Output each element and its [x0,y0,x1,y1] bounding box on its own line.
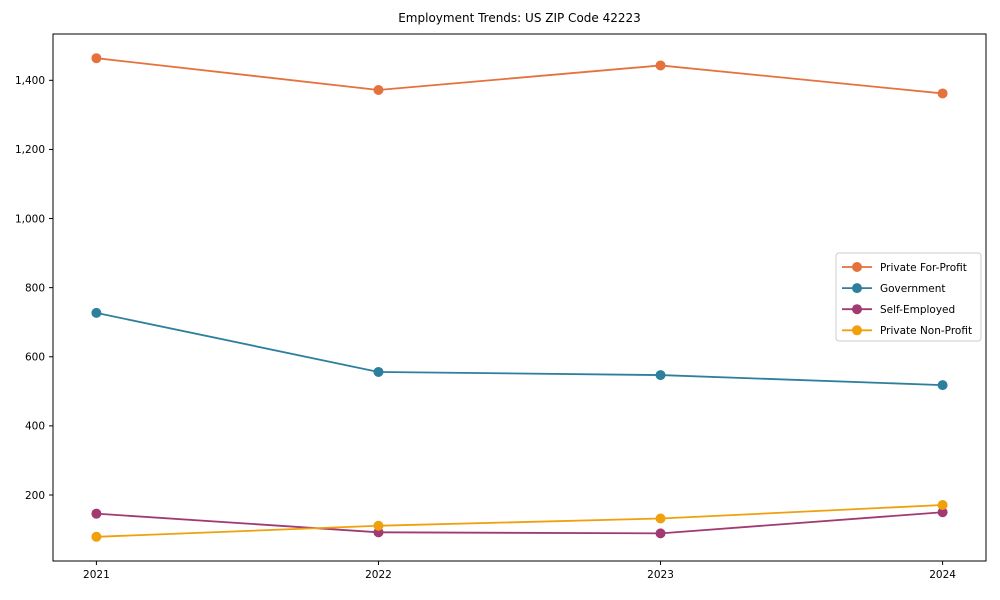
legend-label: Government [880,283,945,295]
series-marker-self-employed [937,507,948,518]
x-tick-label: 2022 [365,569,392,581]
series-line-government [96,311,943,387]
series-marker-government [937,380,948,391]
y-tick-label: 1,000 [15,213,45,225]
legend-marker-private-non-profit [852,325,862,336]
legend-marker-self-employed [852,304,862,315]
series-marker-private-non-profit [937,500,948,511]
series-line-self-employed [96,511,943,535]
x-tick-label: 2021 [83,569,110,581]
legend-label: Private For-Profit [880,262,967,274]
x-tick-label: 2023 [647,569,674,581]
series-marker-government [373,366,384,377]
y-tick-label: 200 [25,490,45,502]
series-marker-private-for-profit [937,88,948,99]
series-marker-government [91,307,102,318]
y-tick-label: 400 [25,421,45,433]
series-marker-government [655,370,666,381]
y-tick-label: 800 [25,282,45,294]
series-line-private-non-profit [96,504,943,538]
legend-label: Private Non-Profit [880,325,972,337]
series-marker-private-for-profit [373,84,384,95]
series-marker-self-employed [91,508,102,519]
series-marker-self-employed [655,528,666,539]
legend-marker-private-for-profit [852,262,862,272]
legend-label: Self-Employed [880,304,955,316]
series-marker-private-non-profit [655,513,666,524]
series-marker-private-for-profit [91,53,102,64]
series-marker-private-non-profit [91,531,102,542]
y-tick-label: 1,200 [15,144,45,156]
plot-border [52,33,987,562]
y-tick-label: 600 [25,352,45,364]
chart-title: Employment Trends: US ZIP Code 42223 [398,11,641,25]
legend [835,252,982,342]
series-marker-private-non-profit [373,520,384,531]
series-line-private-for-profit [96,57,943,95]
x-tick-label: 2024 [929,569,956,581]
series-marker-private-for-profit [655,60,666,71]
y-tick-label: 1,400 [15,75,45,87]
legend-marker-government [852,283,862,294]
